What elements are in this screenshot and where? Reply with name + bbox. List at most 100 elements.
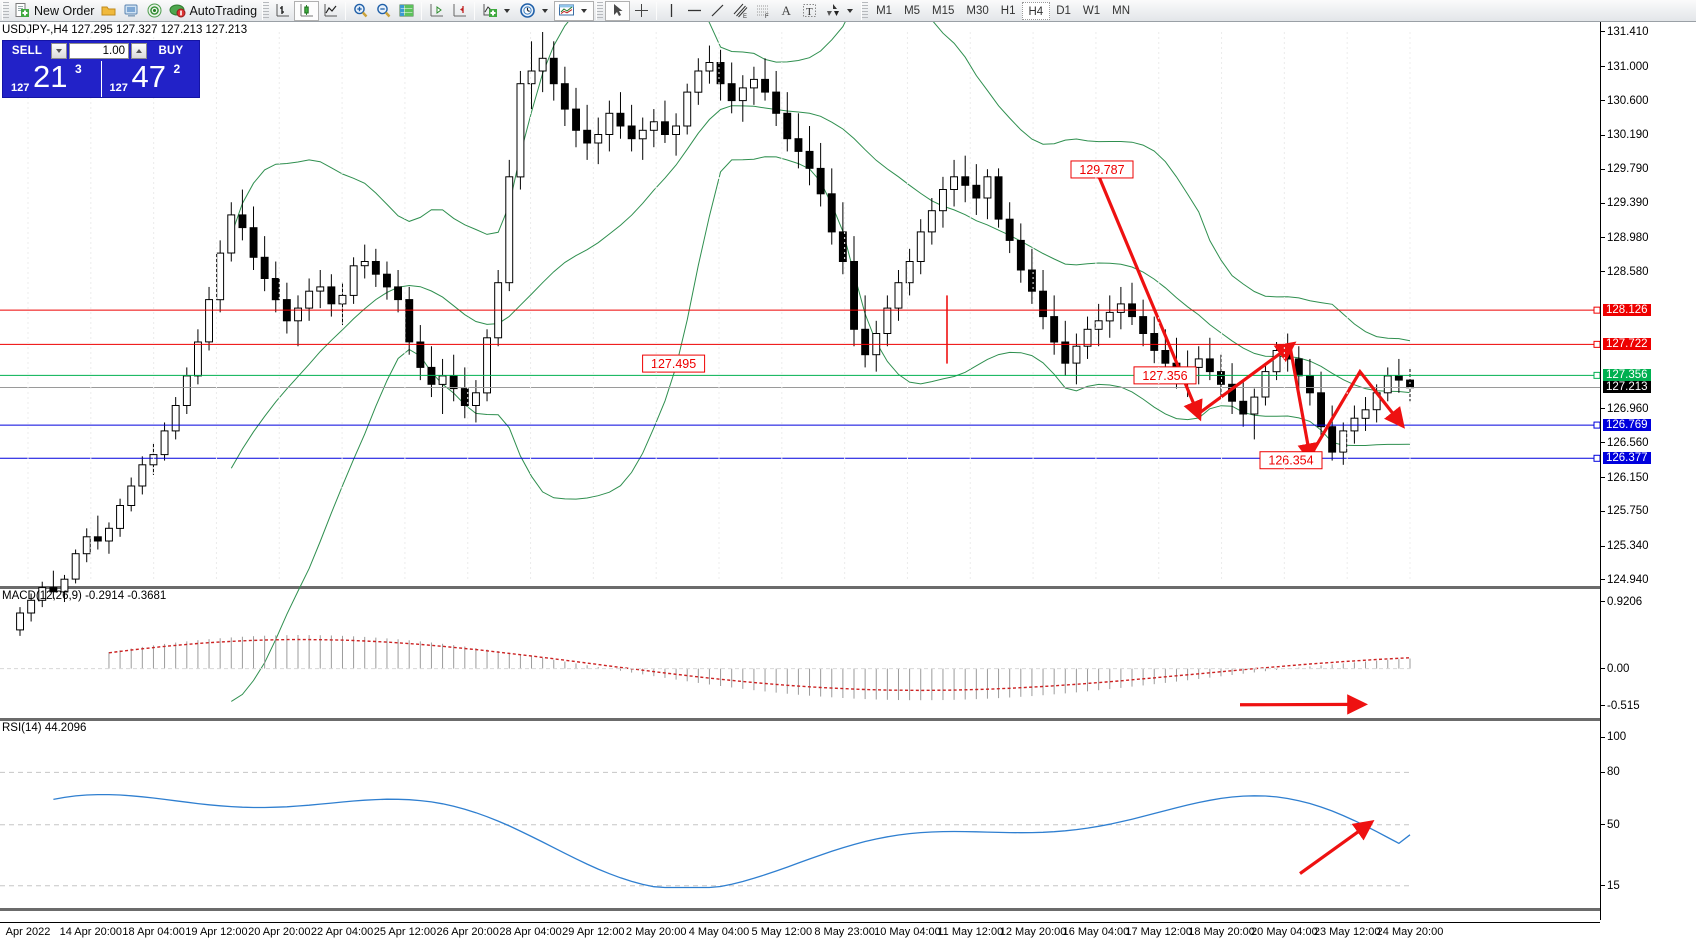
fibonacci-icon: F: [755, 2, 772, 19]
text-tool[interactable]: A: [775, 1, 798, 21]
annotation-127.356[interactable]: 127.356: [1133, 366, 1197, 385]
terminal-button[interactable]: [120, 1, 143, 21]
equidistant-channel-tool[interactable]: E: [729, 1, 752, 21]
toolbar-grip-2[interactable]: [262, 1, 270, 20]
indicators-dropdown-caret[interactable]: [504, 8, 511, 13]
price-tick-label: 128.980: [1607, 231, 1649, 244]
annotation-126.354[interactable]: 126.354: [1259, 451, 1323, 470]
zoom-in-button[interactable]: [349, 1, 372, 21]
price-tick-label: 125.750: [1607, 505, 1649, 518]
timeframe-mn[interactable]: MN: [1112, 4, 1131, 17]
volume-increase-button[interactable]: [131, 43, 147, 59]
new-order-button[interactable]: New Order: [11, 1, 97, 21]
timeframe-m1[interactable]: M1: [876, 4, 893, 17]
autotrading-button[interactable]: AutoTrading: [166, 1, 260, 21]
indicator-add-icon: [481, 2, 498, 19]
candle-body: [883, 307, 892, 335]
price-level-label-127.356[interactable]: 127.356: [1603, 369, 1651, 382]
candle-body: [783, 112, 792, 140]
timeframe-w1[interactable]: W1: [1082, 4, 1101, 17]
buy-button[interactable]: BUY: [158, 45, 184, 57]
level-handle[interactable]: [1593, 340, 1600, 348]
text-label-tool[interactable]: T: [798, 1, 821, 21]
price-level-label-126.769[interactable]: 126.769: [1603, 419, 1651, 432]
price-level-label-126.377[interactable]: 126.377: [1603, 452, 1651, 465]
candle-body: [794, 138, 803, 152]
time-scale[interactable]: Apr 2022 14 Apr 20:00 18 Apr 04:00 19 Apr 1…: [0, 922, 1600, 942]
toolbar-grip[interactable]: [2, 1, 9, 20]
candle-body: [939, 189, 947, 212]
candle-body: [27, 599, 36, 614]
horizontal-line-tool[interactable]: [683, 1, 706, 21]
trend-arrow-zigzag[interactable]: [1308, 368, 1405, 458]
arrows-dropdown-caret[interactable]: [847, 8, 854, 13]
chart-canvas[interactable]: 129.787 127.495 127.356 126.354: [0, 22, 1600, 920]
candle-body: [194, 341, 202, 377]
annotation-text: 127.356: [1142, 369, 1187, 383]
autoscroll-button[interactable]: [448, 1, 471, 21]
cursor-tool[interactable]: [605, 0, 631, 21]
price-scale[interactable]: 131.410 131.000 130.600 130.190 129.790 129.3…: [1600, 22, 1696, 920]
shift-chart-button[interactable]: [425, 1, 448, 21]
arrows-tool[interactable]: [821, 1, 859, 21]
price-tick-label: 124.940: [1607, 574, 1649, 586]
candlestick-series[interactable]: [16, 32, 1414, 636]
periods-dropdown-caret[interactable]: [542, 8, 549, 13]
candlestick-chart-button[interactable]: [294, 0, 320, 21]
vertical-line-tool[interactable]: [660, 1, 683, 21]
data-window-button[interactable]: [97, 1, 120, 21]
new-order-icon: [14, 2, 31, 19]
trend-arrow-up-1[interactable]: [1197, 341, 1297, 416]
triangle-up-icon: [136, 49, 142, 53]
chart-area[interactable]: USDJPY-,H4 127.295 127.327 127.213 127.2…: [0, 22, 1696, 942]
price-tick-label: 130.190: [1607, 129, 1649, 142]
volume-decrease-button[interactable]: [51, 43, 67, 59]
line-chart-button[interactable]: [319, 1, 342, 21]
timeframe-m30[interactable]: M30: [966, 4, 989, 17]
indicators-button[interactable]: [478, 1, 516, 21]
price-tick-label: 126.150: [1607, 471, 1649, 484]
toolbar-grip-4[interactable]: [861, 1, 869, 20]
macd-tick-label: 0.9206: [1607, 596, 1643, 608]
level-handle[interactable]: [1593, 421, 1600, 429]
candle-body: [327, 286, 336, 305]
candle-body: [816, 167, 825, 195]
zoom-out-button[interactable]: [372, 1, 395, 21]
bar-chart-button[interactable]: [271, 1, 294, 21]
toolbar-grip-3[interactable]: [596, 1, 604, 20]
grid-button[interactable]: [395, 1, 418, 21]
trendline-tool[interactable]: [706, 1, 729, 21]
timeframe-h4[interactable]: H4: [1021, 1, 1051, 20]
templates-button[interactable]: [554, 0, 595, 21]
crosshair-tool[interactable]: [630, 1, 653, 21]
timeframe-h1[interactable]: H1: [1000, 4, 1016, 17]
level-handle[interactable]: [1593, 306, 1600, 314]
candle-body: [460, 388, 469, 407]
candle-body: [1016, 239, 1025, 271]
volume-input[interactable]: 1.00: [69, 43, 129, 59]
one-click-trading-panel[interactable]: SELL 1.00 BUY 127 21 3 127 47 2: [2, 40, 200, 98]
rsi-tick: 80: [1601, 766, 1620, 778]
bid-quote[interactable]: 127 21 3: [3, 59, 102, 97]
annotation-127.495[interactable]: 127.495: [642, 354, 706, 373]
price-level-label-127.213[interactable]: 127.213: [1603, 381, 1651, 394]
templates-dropdown-caret[interactable]: [581, 8, 588, 13]
navigator-button[interactable]: [143, 1, 166, 21]
trend-arrow-down-2[interactable]: [1288, 345, 1318, 465]
ask-quote[interactable]: 127 47 2: [102, 59, 200, 97]
annotation-129.787[interactable]: 129.787: [1070, 160, 1134, 179]
price-level-label-127.722[interactable]: 127.722: [1603, 338, 1651, 351]
level-handle[interactable]: [1593, 454, 1600, 462]
timeframe-m15[interactable]: M15: [932, 4, 955, 17]
price-tick-label: 126.960: [1607, 402, 1649, 415]
timeframe-d1[interactable]: D1: [1056, 4, 1071, 17]
candle-body: [538, 57, 547, 72]
timeframe-m5[interactable]: M5: [904, 4, 921, 17]
level-handle[interactable]: [1593, 371, 1600, 379]
rsi-trend-arrow[interactable]: [1299, 820, 1375, 875]
sell-button[interactable]: SELL: [11, 45, 43, 57]
price-level-label-128.126[interactable]: 128.126: [1603, 304, 1651, 317]
periods-button[interactable]: [516, 1, 554, 21]
bollinger-lower: [231, 156, 1411, 702]
fibonacci-tool[interactable]: F: [752, 1, 775, 21]
